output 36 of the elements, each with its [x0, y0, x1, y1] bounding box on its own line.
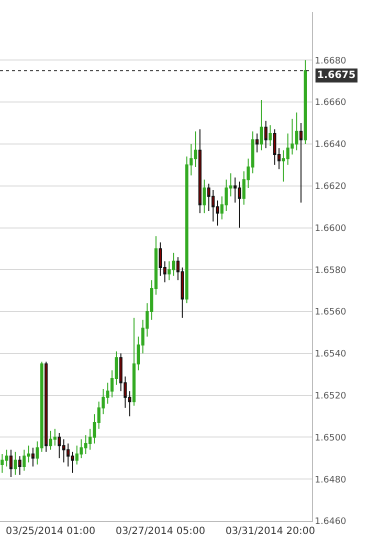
x-tick-label: 03/31/2014 20:00	[225, 526, 316, 537]
y-tick-label: 1.6580	[314, 266, 347, 276]
y-tick-label: 1.6540	[314, 350, 347, 360]
candlestick	[260, 99, 264, 151]
x-tick-label: 03/25/2014 01:00	[6, 526, 96, 537]
y-tick-label: 1.6620	[314, 182, 347, 192]
ref-line-label: 1.6675	[317, 70, 356, 81]
candlestick	[264, 120, 268, 149]
candlestick	[31, 447, 35, 468]
candlestick	[18, 456, 22, 476]
candlestick	[44, 361, 48, 452]
candlestick	[202, 179, 206, 214]
candlestick	[14, 451, 17, 476]
candlestick	[255, 132, 259, 153]
x-tick-label: 03/27/2014 05:00	[116, 526, 206, 537]
candlestick	[268, 124, 272, 147]
y-tick-label: 1.6680	[314, 56, 347, 66]
candlestick	[53, 428, 57, 446]
candlestick	[198, 128, 202, 214]
candlestick	[299, 122, 303, 204]
y-tick-label: 1.6640	[314, 140, 347, 150]
candlestick	[304, 60, 307, 144]
candlestick	[132, 317, 136, 406]
candlestick	[9, 449, 13, 478]
candlestick	[48, 430, 52, 450]
candlestick	[273, 128, 276, 166]
y-tick-label: 1.6560	[314, 308, 347, 318]
candlestick	[22, 449, 26, 472]
y-tick-label: 1.6460	[314, 517, 347, 528]
y-tick-label: 1.6520	[314, 391, 347, 402]
y-tick-label: 1.6480	[314, 475, 347, 486]
candlestick	[0, 453, 4, 474]
y-tick-label: 1.6600	[314, 224, 347, 234]
y-tick-label: 1.6660	[314, 98, 347, 108]
y-tick-label: 1.6500	[314, 433, 347, 444]
candlestick	[238, 181, 242, 228]
